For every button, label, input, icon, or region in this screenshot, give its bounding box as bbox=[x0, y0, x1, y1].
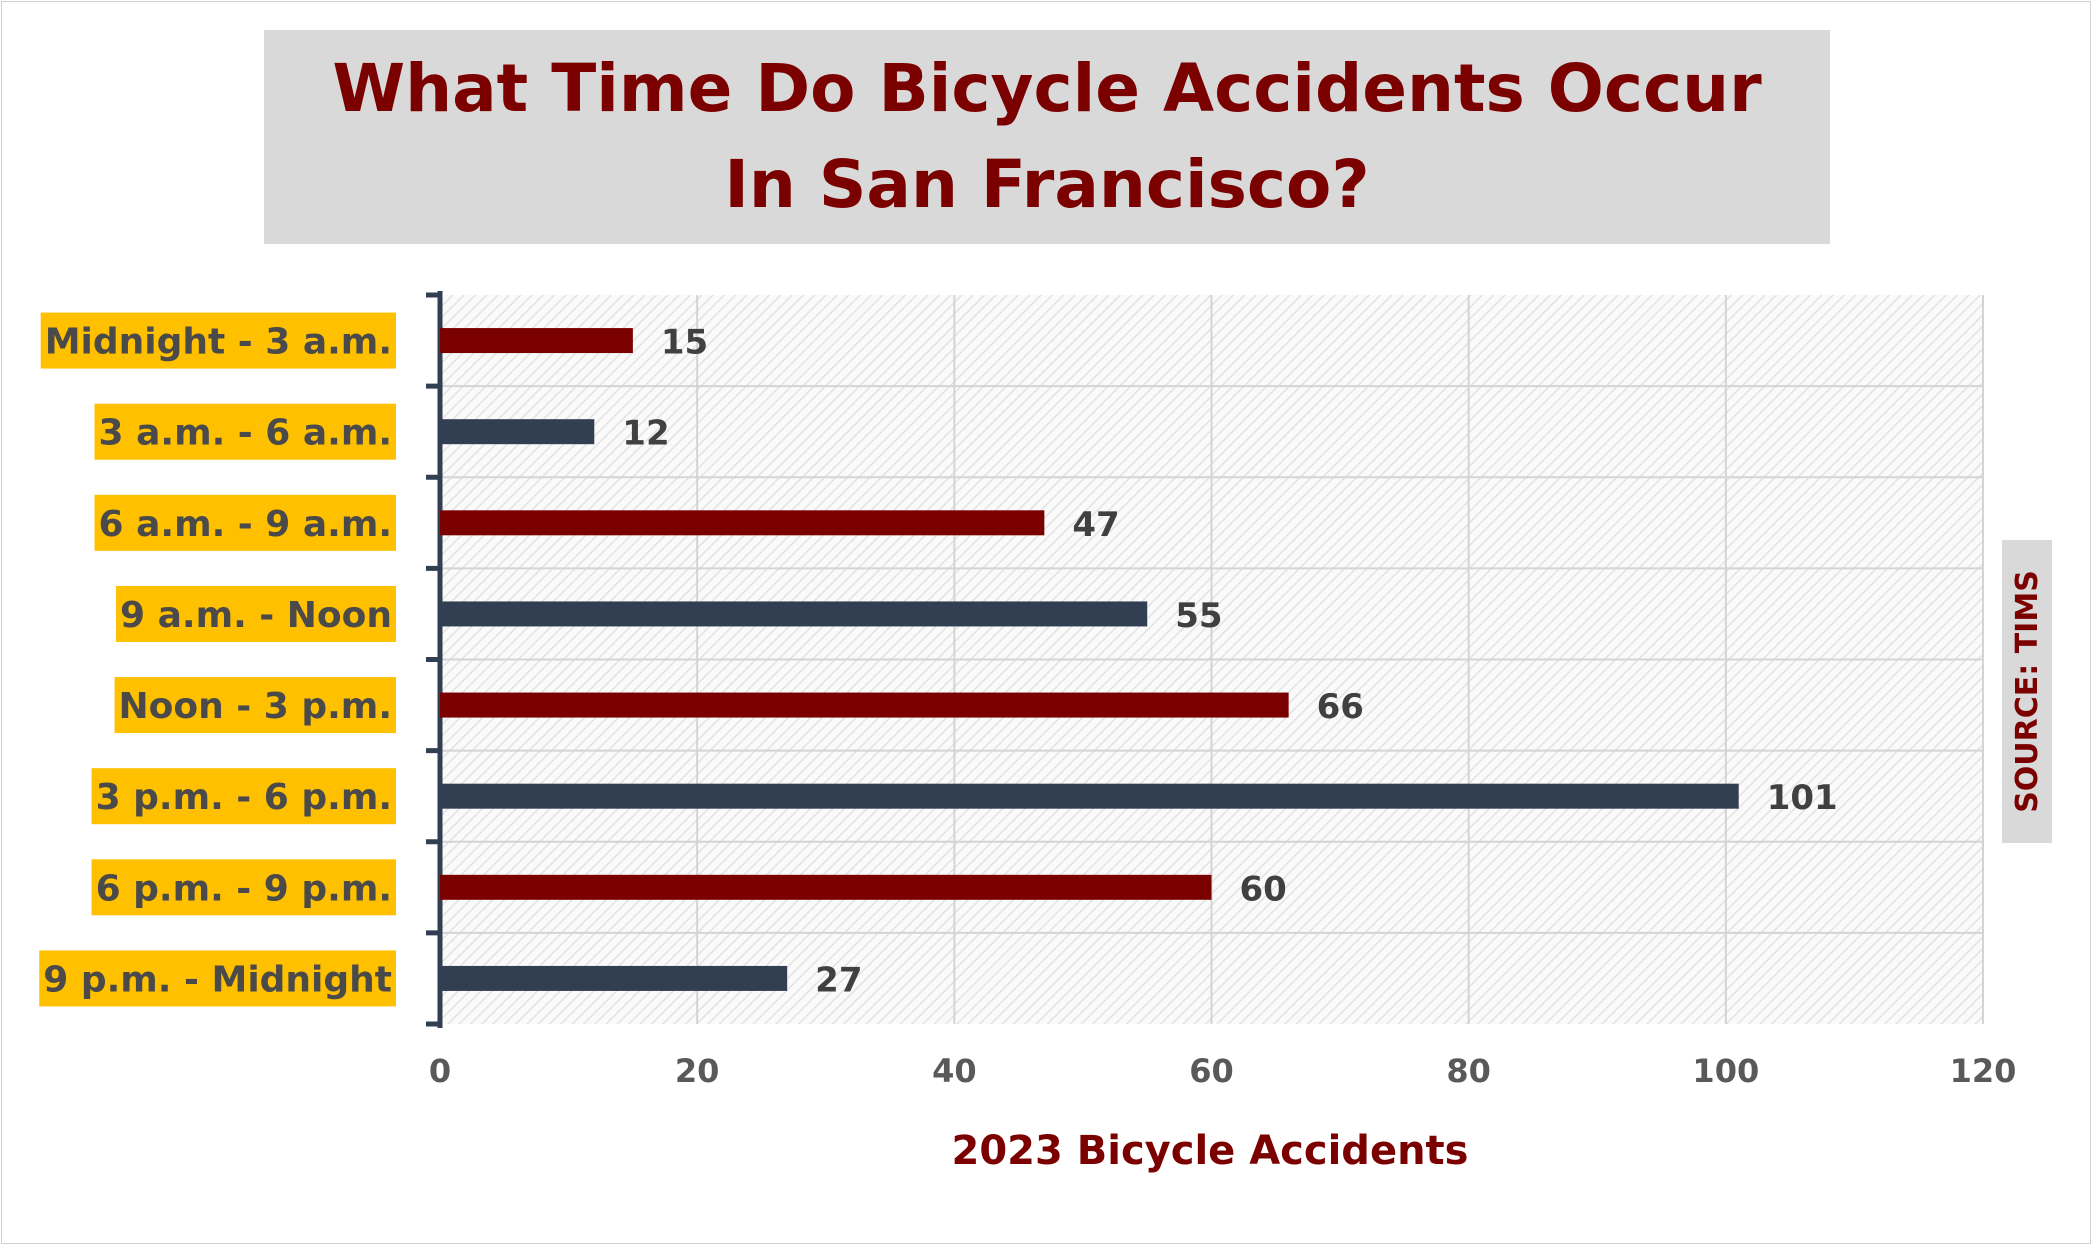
category-label: 6 p.m. - 9 p.m. bbox=[96, 868, 392, 909]
data-label: 15 bbox=[661, 323, 708, 363]
x-tick-label: 80 bbox=[1446, 1052, 1491, 1090]
category-label: 3 a.m. - 6 a.m. bbox=[99, 413, 392, 454]
category-label-highlight bbox=[39, 950, 396, 1007]
category-label-highlight bbox=[94, 494, 396, 551]
chart-title-box: What Time Do Bicycle Accidents Occur In … bbox=[264, 30, 1830, 244]
bar bbox=[440, 874, 1212, 900]
data-label: 27 bbox=[815, 960, 862, 1000]
category-label: 9 a.m. - Noon bbox=[120, 595, 392, 636]
data-label: 55 bbox=[1175, 596, 1222, 636]
source-label: SOURCE: TIMS bbox=[2009, 570, 2045, 813]
x-tick-label: 100 bbox=[1692, 1052, 1759, 1090]
bar bbox=[440, 419, 595, 445]
x-tick-label: 0 bbox=[429, 1052, 451, 1090]
chart-title: What Time Do Bicycle Accidents Occur In … bbox=[332, 50, 1762, 223]
category-label: Noon - 3 p.m. bbox=[119, 686, 392, 727]
x-tick-label: 40 bbox=[932, 1052, 977, 1090]
category-label-highlight bbox=[94, 403, 396, 460]
source-box: SOURCE: TIMS bbox=[2002, 540, 2052, 843]
bar bbox=[440, 783, 1739, 809]
bar bbox=[440, 510, 1045, 536]
category-label: Midnight - 3 a.m. bbox=[45, 322, 392, 363]
data-label: 60 bbox=[1240, 869, 1287, 909]
x-tick-label: 120 bbox=[1950, 1052, 2017, 1090]
data-label: 12 bbox=[622, 414, 669, 454]
category-label: 9 p.m. - Midnight bbox=[43, 959, 392, 1000]
data-label: 47 bbox=[1072, 505, 1119, 545]
x-tick-label: 60 bbox=[1189, 1052, 1234, 1090]
category-label: 6 a.m. - 9 a.m. bbox=[99, 504, 392, 545]
bar bbox=[440, 601, 1148, 627]
category-label-highlight bbox=[40, 312, 396, 369]
category-label: 3 p.m. - 6 p.m. bbox=[96, 777, 392, 818]
category-label-highlight bbox=[116, 585, 396, 642]
bar bbox=[440, 965, 788, 991]
bar bbox=[440, 328, 633, 354]
data-label: 66 bbox=[1317, 687, 1364, 727]
data-label: 101 bbox=[1767, 778, 1838, 818]
category-label-highlight bbox=[91, 859, 396, 916]
category-label-highlight bbox=[91, 768, 396, 825]
x-tick-label: 20 bbox=[675, 1052, 720, 1090]
x-axis-label: 2023 Bicycle Accidents bbox=[951, 1128, 1469, 1174]
bar bbox=[440, 692, 1289, 718]
category-label-highlight bbox=[114, 677, 396, 734]
